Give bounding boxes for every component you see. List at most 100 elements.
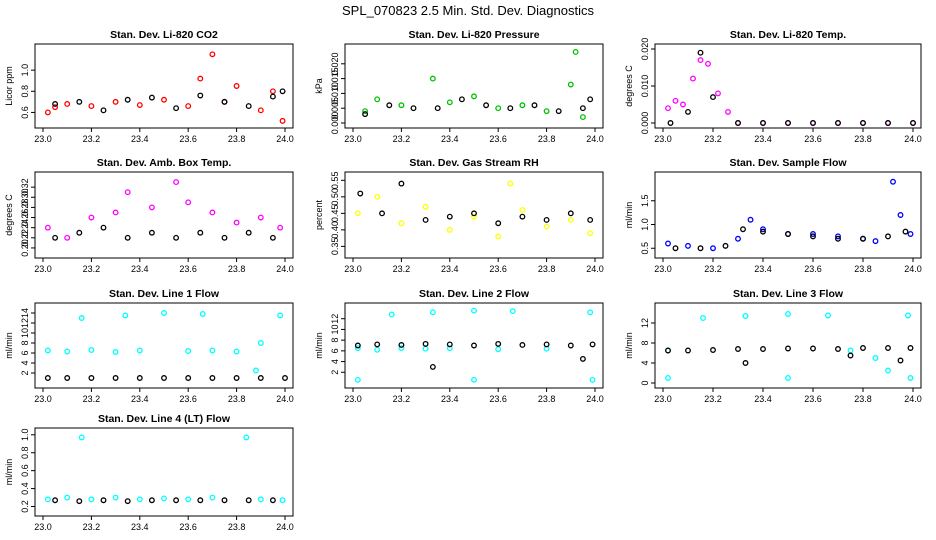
y-tick-label: 0.40 xyxy=(330,221,340,239)
data-point xyxy=(567,217,574,223)
y-tick-label: 0.000 xyxy=(640,112,650,135)
data-point xyxy=(690,75,696,82)
data-point xyxy=(52,104,59,111)
data-point xyxy=(209,209,216,216)
x-tick-label: 23.0 xyxy=(34,522,52,532)
reference-point xyxy=(543,341,550,348)
x-tick-label: 23.6 xyxy=(489,264,507,274)
data-point xyxy=(885,367,891,374)
reference-point xyxy=(902,228,909,235)
x-tick-label: 23.0 xyxy=(344,394,362,404)
reference-point xyxy=(148,229,155,236)
y-axis-label: Licor ppm xyxy=(4,66,14,106)
y-tick-label: 0.6 xyxy=(20,106,30,119)
y-tick-label: 6 xyxy=(330,348,340,353)
reference-point xyxy=(587,96,594,103)
x-tick-label: 23.6 xyxy=(179,134,197,144)
data-point xyxy=(825,312,831,319)
data-point xyxy=(725,108,731,115)
x-tick-label: 23.6 xyxy=(179,394,197,404)
y-tick-label: 0.32 xyxy=(20,178,30,196)
data-point xyxy=(185,103,192,110)
panel-title: Stan. Dev. Line 2 Flow xyxy=(419,288,530,300)
reference-point xyxy=(245,497,252,504)
reference-point xyxy=(897,357,904,364)
data-point xyxy=(148,204,155,211)
reference-point xyxy=(434,105,441,112)
x-tick-label: 23.0 xyxy=(654,134,672,144)
plot-frame xyxy=(344,171,604,259)
data-point xyxy=(88,103,95,110)
y-tick-label: 0.4 xyxy=(20,482,30,495)
x-tick-label: 23.8 xyxy=(538,264,556,274)
x-tick-label: 23.0 xyxy=(344,264,362,274)
data-point xyxy=(785,375,791,381)
x-tick-label: 23.6 xyxy=(804,264,822,274)
data-point xyxy=(374,193,381,200)
reference-point xyxy=(507,105,514,112)
reference-point xyxy=(907,345,914,351)
reference-point xyxy=(835,235,841,242)
data-point xyxy=(161,495,167,502)
x-tick-label: 23.2 xyxy=(393,394,411,404)
y-axis-label: ml/min xyxy=(4,459,14,486)
reference-point xyxy=(740,226,746,233)
data-point xyxy=(173,179,180,186)
x-tick-label: 24.0 xyxy=(904,264,922,274)
reference-point xyxy=(860,120,866,126)
data-point xyxy=(429,309,436,316)
reference-point xyxy=(44,375,51,381)
data-point xyxy=(233,348,240,355)
reference-point xyxy=(735,346,741,352)
plot-frame xyxy=(34,43,294,129)
data-point xyxy=(257,107,264,114)
data-point xyxy=(572,49,579,55)
y-tick-label: 0.24 xyxy=(20,219,30,237)
data-point xyxy=(136,496,143,503)
data-point xyxy=(543,223,550,230)
reference-point xyxy=(860,345,866,351)
data-point xyxy=(587,309,594,316)
data-point xyxy=(257,496,264,503)
reference-point xyxy=(429,363,436,370)
x-tick-label: 24.0 xyxy=(276,134,294,144)
data-point xyxy=(279,497,286,504)
data-point xyxy=(429,75,436,82)
y-tick-label: 12 xyxy=(20,318,30,328)
x-tick-label: 23.4 xyxy=(441,134,459,144)
data-point xyxy=(122,312,129,319)
reference-point xyxy=(76,498,83,505)
y-tick-label: 12 xyxy=(640,318,650,328)
reference-point xyxy=(735,120,741,126)
x-tick-label: 23.4 xyxy=(131,264,149,274)
reference-point xyxy=(136,375,143,381)
reference-point xyxy=(76,98,83,105)
x-tick-label: 24.0 xyxy=(276,264,294,274)
reference-point xyxy=(519,213,526,220)
x-tick-label: 23.6 xyxy=(489,134,507,144)
data-point xyxy=(233,83,240,89)
reference-point xyxy=(124,498,131,505)
data-point xyxy=(64,234,71,241)
data-point xyxy=(354,376,361,383)
y-axis-label: ml/min xyxy=(624,202,634,229)
data-point xyxy=(362,108,369,115)
x-tick-label: 23.2 xyxy=(704,134,722,144)
data-point xyxy=(161,96,167,103)
reference-point xyxy=(52,101,59,107)
data-point xyxy=(199,311,206,317)
data-point xyxy=(907,231,914,237)
x-tick-label: 23.2 xyxy=(393,264,411,274)
data-point xyxy=(495,346,502,353)
chart-panel: Stan. Dev. Sample Flow 23.0 23.2 23.4 23.6 23… xyxy=(624,157,922,274)
data-point xyxy=(354,345,361,352)
y-axis-label: ml/min xyxy=(624,332,634,359)
reference-point xyxy=(785,120,791,126)
y-tick-label: 0.55 xyxy=(330,172,340,190)
y-tick-label: 4 xyxy=(330,359,340,364)
x-tick-label: 23.8 xyxy=(854,264,872,274)
reference-point xyxy=(483,102,490,109)
data-point xyxy=(589,376,596,383)
data-point xyxy=(543,108,550,115)
y-tick-label: 0.2 xyxy=(20,500,30,513)
